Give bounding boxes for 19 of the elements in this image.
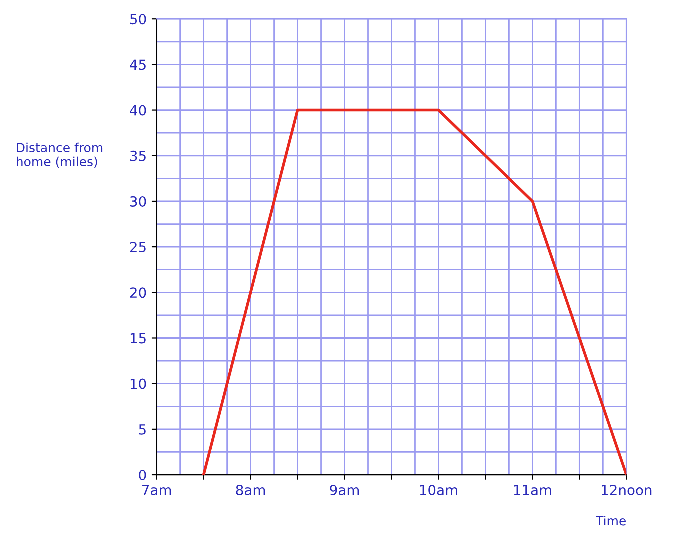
- y-axis-title: Distance from home (miles): [17, 142, 103, 168]
- y-tick-label: 50: [130, 14, 146, 25]
- x-tick-label: 12noon: [602, 484, 652, 496]
- x-tick-label: 11am: [514, 485, 552, 496]
- y-tick-label: 0: [139, 470, 146, 480]
- y-tick-label: 40: [130, 105, 146, 116]
- y-tick-label: 5: [139, 424, 146, 435]
- y-tick-label: 35: [130, 150, 146, 162]
- x-tick-label: 8am: [236, 484, 266, 496]
- x-tick-label: 9am: [330, 484, 360, 496]
- y-tick-label: 30: [130, 196, 146, 207]
- x-tick-label: 7am: [142, 485, 172, 496]
- y-tick-label: 10: [130, 378, 146, 390]
- x-tick-label: 10am: [420, 484, 458, 496]
- y-tick-label: 15: [130, 333, 146, 344]
- x-axis-title: Time: [596, 516, 626, 526]
- y-tick-label: 20: [130, 288, 146, 298]
- y-tick-label: 45: [130, 60, 146, 70]
- y-tick-label: 25: [130, 242, 146, 253]
